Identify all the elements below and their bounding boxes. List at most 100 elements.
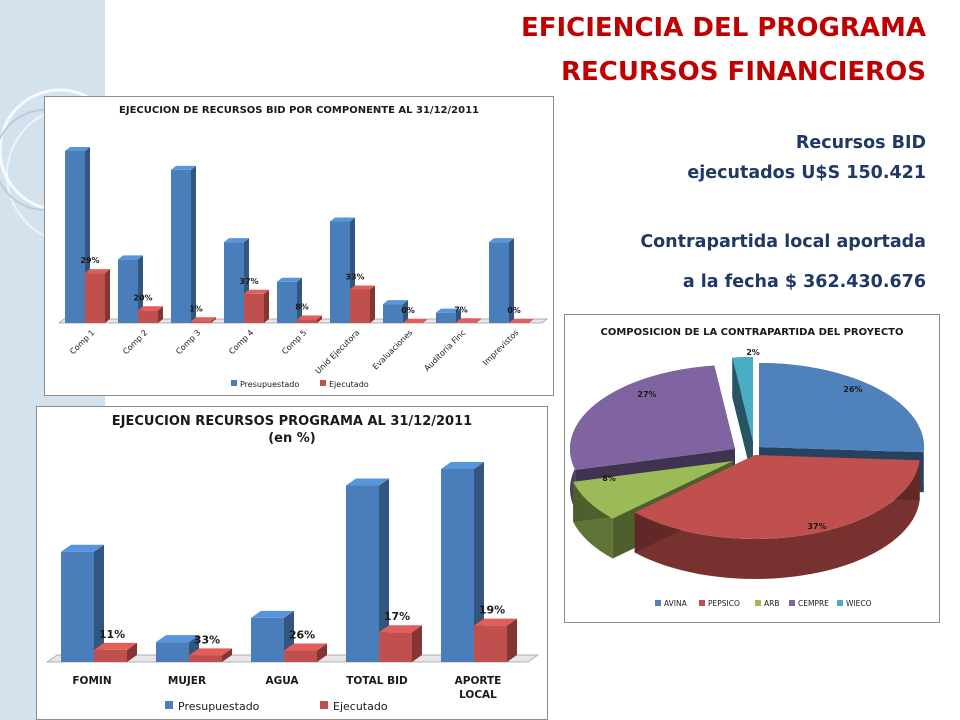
pie-legend-swatch-pepsico [699,600,705,606]
chart2-bar-ejecutado-1-front [189,655,222,662]
chart1-bar-ejecutado-1-front [138,310,158,323]
pie-legend-swatch-cempre [789,600,795,606]
chart1-bar-ejecutado-5-top [350,285,375,290]
chart1-bar-presupuestado-2-side [191,165,196,323]
pie-data-label-avina: 26% [843,385,862,394]
pie-slice-wieco [732,357,753,441]
chart1-bar-ejecutado-2 [191,317,216,323]
chart2-tick-label-1: MUJER [168,675,206,687]
chart1-bar-presupuestado-8 [489,238,514,323]
chart1-bar-presupuestado-4 [277,277,302,323]
chart2-bar-presupuestado-2-top [251,610,294,618]
chart1-bar-presupuestado-7-front [436,312,456,323]
pie-slice-wall-pepsico [634,460,920,579]
program-resources-chart: 11% FOMIN 33% MUJER 26% AGUA 17% TOTAL BID 19% AP… [45,462,540,713]
chart1-legend-ejecutado: Ejecutado [329,380,369,389]
chart1-bar-presupuestado-0-front [65,151,85,323]
local-counterpart-text: Contrapartida local aportada a la fecha … [640,222,926,302]
chart2-bar-ejecutado-3-top [379,625,422,633]
chart1-bar-ejecutado-2-side [211,317,216,323]
pie-legend-cempre: CEMPRE [798,599,829,608]
chart2-legend-ejecutado: Ejecutado [333,700,388,713]
local-line-1: Contrapartida local aportada [640,232,926,252]
bid-line-1: Recursos BID [795,133,926,153]
chart1-data-label-2: 1% [189,304,203,313]
chart1-bar-ejecutado-5-front [350,289,370,323]
chart2-bar-presupuestado-3 [346,478,389,662]
chart1-bar-presupuestado-1-top [118,255,143,260]
chart2-bar-ejecutado-4 [474,618,517,662]
chart2-bar-ejecutado-0-side [127,642,137,662]
chart2-legend-presupuestado: Presupuestado [178,700,260,713]
chart1-bar-ejecutado-1-side [158,306,163,323]
chart1-bar-presupuestado-2 [171,165,196,323]
bid-components-chart: 29% Comp 1 20% Comp 2 1% Comp 3 37% Comp 4 8% Com… [58,147,548,389]
chart1-bar-ejecutado-3 [244,289,269,323]
chart2-bar-ejecutado-4-side [507,618,517,662]
chart1-bar-presupuestado-3-front [224,242,244,323]
chart1-bar-ejecutado-5 [350,285,375,323]
pie-legend-arb: ARB [764,599,780,608]
local-line-2: a la fecha $ 362.430.676 [682,272,926,292]
pie-data-label-arb: 8% [602,474,616,483]
chart2-bar-ejecutado-2-top [284,643,327,651]
chart1-title: EJECUCION DE RECURSOS BID POR COMPONENTE… [119,105,479,116]
bid-components-chart-panel: EJECUCION DE RECURSOS BID POR COMPONENTE… [44,96,554,396]
chart1-bar-presupuestado-1 [118,255,143,323]
chart2-bar-presupuestado-1-front [156,642,189,662]
chart1-data-label-0: 29% [80,256,99,265]
chart2-legend-swatch-presupuestado [165,701,173,709]
chart2-bar-presupuestado-0 [61,544,104,662]
chart1-bar-ejecutado-3-side [264,289,269,323]
chart2-title-block: EJECUCION RECURSOS PROGRAMA AL 31/12/201… [37,413,547,447]
chart2-bar-ejecutado-0-front [94,649,127,662]
chart2-bar-presupuestado-0-front [61,551,94,662]
chart2-bar-presupuestado-0-top [61,544,104,552]
chart1-bar-ejecutado-0-top [85,269,110,274]
chart1-legend-swatch-presupuestado [231,380,237,386]
chart1-tick-label-0: Comp 1 [68,328,96,356]
pie-legend-swatch-arb [755,600,761,606]
chart2-bar-presupuestado-3-front [346,485,379,662]
chart2-bar-presupuestado-3-top [346,478,389,486]
page-title: EFICIENCIA DEL PROGRAMA RECURSOS FINANCI… [521,6,926,94]
chart2-bar-ejecutado-2-side [317,643,327,662]
chart1-bar-presupuestado-5-top [330,217,355,222]
pie-slice-edge-wieco-0 [732,357,753,481]
chart1-bar-ejecutado-7 [456,318,481,323]
chart1-bar-ejecutado-7-top [456,318,481,323]
bid-resources-text: Recursos BID ejecutados U$S 150.421 [687,128,926,188]
title-line-1: EFICIENCIA DEL PROGRAMA [520,13,926,43]
chart1-bar-presupuestado-8-side [509,238,514,323]
chart1-tick-label-8: Imprevistos [481,328,520,367]
chart1-bar-presupuestado-5-front [330,221,350,323]
chart2-bar-presupuestado-2-front [251,617,284,662]
chart1-data-label-8: 0% [507,306,521,315]
chart1-bar-ejecutado-2-front [191,321,211,323]
chart1-bar-ejecutado-5-side [370,285,375,323]
chart1-tick-label-5: Unid Ejecutora [314,328,362,376]
chart1-bar-ejecutado-6 [403,319,428,323]
chart2-bar-presupuestado-4-top [441,462,484,469]
chart1-data-label-3: 37% [239,277,258,286]
chart2-bar-presupuestado-3-side [379,478,389,662]
chart2-bar-ejecutado-3-side [412,625,422,662]
chart1-bar-presupuestado-2-front [171,169,191,323]
chart2-bar-presupuestado-4 [441,462,484,662]
pie-slice-cempre [570,365,735,470]
chart1-bar-ejecutado-7-front [456,322,476,323]
chart1-tick-label-3: Comp 4 [227,328,255,356]
chart2-bar-ejecutado-1-side [222,648,232,662]
chart2-bar-ejecutado-2 [284,643,327,662]
chart1-bar-ejecutado-8-top [509,319,534,323]
chart1-tick-label-7: Auditoría Finc [422,328,467,373]
chart1-bar-ejecutado-7-side [476,318,481,323]
chart3-title: COMPOSICION DE LA CONTRAPARTIDA DEL PROY… [600,327,904,338]
chart2-bar-ejecutado-4-front [474,625,507,662]
chart2-bar-presupuestado-0-side [94,544,104,662]
chart2-bar-ejecutado-1 [189,648,232,662]
chart1-bar-ejecutado-1-top [138,306,163,311]
pie-slice-avina [759,363,924,453]
chart2-data-label-0: 11% [99,628,125,641]
chart2-tick-label-3: TOTAL BID [346,675,408,687]
